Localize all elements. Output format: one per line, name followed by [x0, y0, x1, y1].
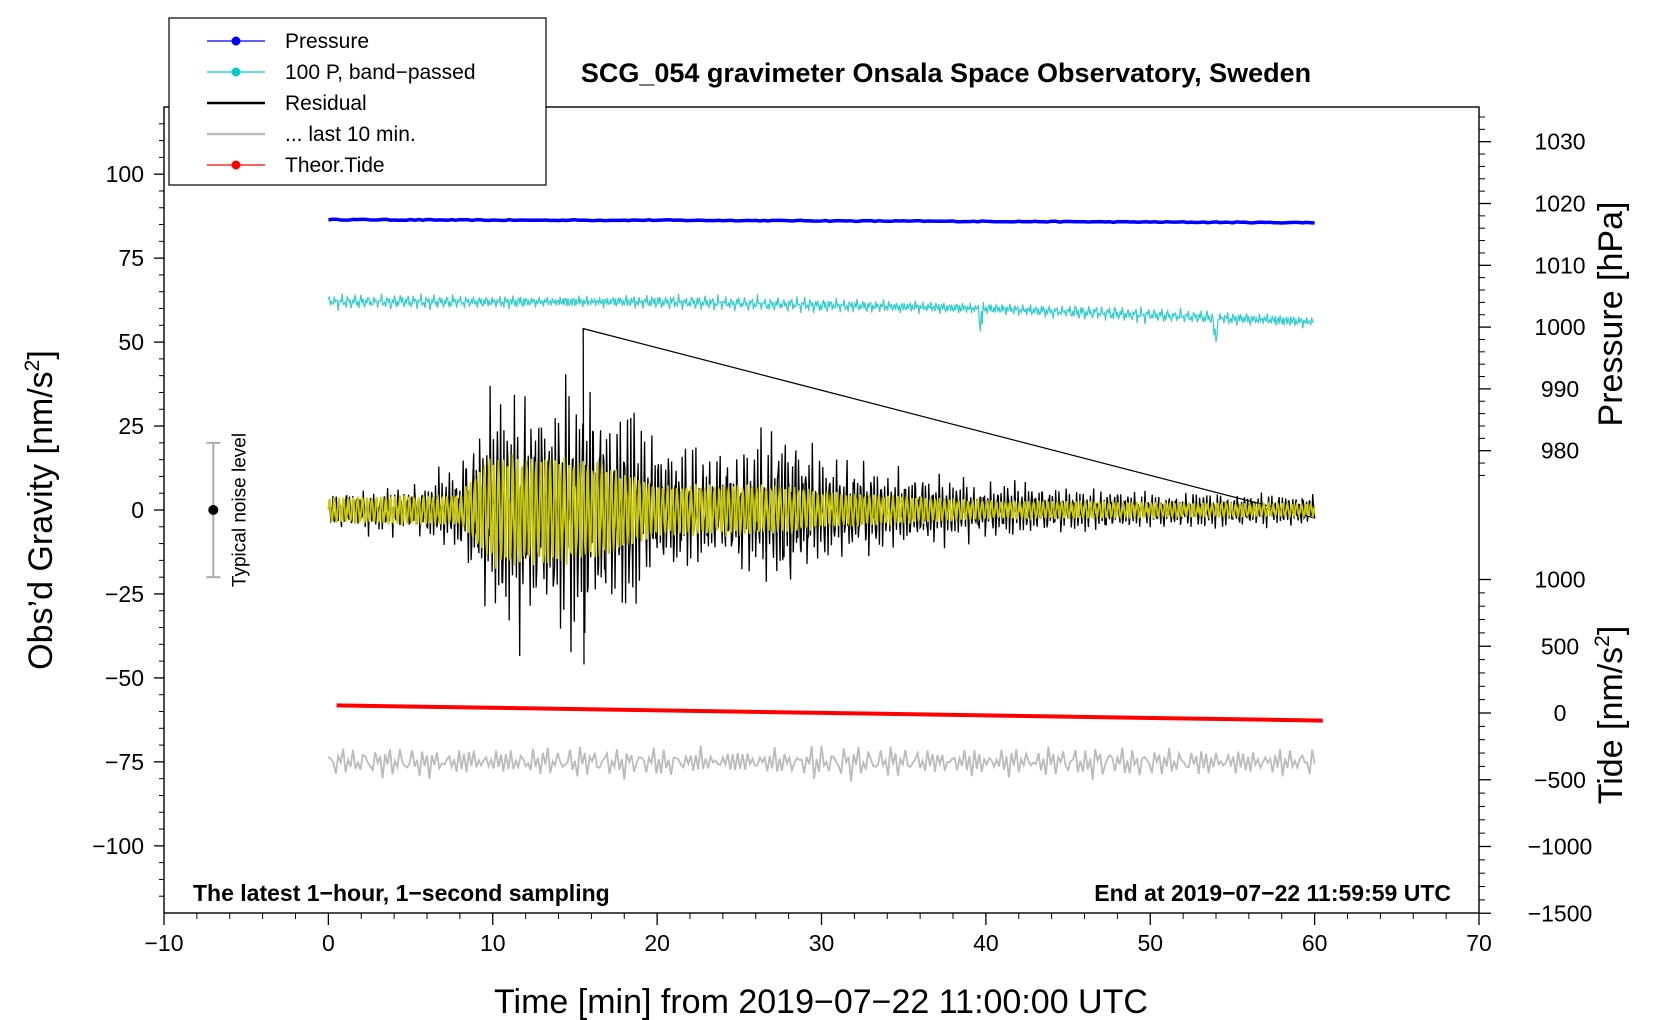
plot-area: −10 0 10 20 30 40 50 60 701007550250−25−50−75−10…: [92, 106, 1593, 956]
y-left-title-text: Obs’d Gravity [nm/s: [22, 371, 60, 670]
legend: Pressure 100 P, band−passed Residual ... la…: [168, 17, 547, 186]
y-left-title-close: ]: [22, 350, 60, 359]
legend-marker: [231, 67, 241, 77]
y-axis-left-title: Obs’d Gravity [nm/s2]: [21, 350, 60, 670]
legend-label: ... last 10 min.: [285, 123, 416, 146]
bandpassed-pressure-series: [327, 293, 1315, 343]
x-tick-label: 0: [322, 930, 335, 956]
annotation-left: The latest 1−hour, 1−second sampling: [193, 880, 610, 906]
tide-tick-label: −1000: [1528, 834, 1593, 860]
pressure-series: [328, 217, 1315, 225]
pressure-tick-label: 1030: [1534, 129, 1585, 155]
y-axis-tide-title: Tide [nm/s2]: [1591, 626, 1630, 805]
x-tick-label: 30: [809, 930, 835, 956]
annotation-right: End at 2019−07−22 11:59:59 UTC: [1094, 880, 1451, 906]
pressure-tick-label: 990: [1541, 376, 1579, 402]
chart-title: SCG_054 gravimeter Onsala Space Observat…: [581, 58, 1311, 88]
noise-level-label: Typical noise level: [229, 433, 250, 587]
last-10-min-series: [327, 745, 1316, 782]
y-axis-pressure-title: Pressure [hPa]: [1592, 202, 1630, 427]
x-tick-label: 50: [1137, 930, 1163, 956]
tide-title-close: ]: [1592, 626, 1630, 635]
x-axis-title: Time [min] from 2019−07−22 11:00:00 UTC: [494, 983, 1148, 1020]
pressure-tick-label: 1010: [1534, 252, 1585, 278]
pressure-tick-label: 1020: [1534, 191, 1585, 217]
legend-label: Theor.Tide: [285, 154, 385, 177]
tide-title-sup: 2: [1591, 635, 1614, 647]
legend-marker: [231, 160, 241, 170]
x-tick-label: 40: [973, 930, 999, 956]
y-left-tick-label: 50: [118, 329, 144, 355]
tide-tick-label: 1000: [1534, 567, 1585, 593]
series-layer: [327, 217, 1323, 782]
tide-tick-label: 0: [1554, 700, 1567, 726]
x-tick-label: 20: [644, 930, 670, 956]
legend-label: 100 P, band−passed: [285, 61, 476, 84]
legend-label: Residual: [285, 92, 367, 115]
y-left-title-sup: 2: [21, 360, 44, 372]
x-tick-label: 10: [480, 930, 506, 956]
y-left-tick-label: −25: [105, 581, 144, 607]
x-tick-label: 70: [1466, 930, 1492, 956]
tide-tick-label: −500: [1534, 767, 1586, 793]
legend-marker: [231, 36, 241, 46]
legend-label: Pressure: [285, 30, 369, 53]
filtered-residual-series: [327, 453, 1316, 569]
y-left-tick-label: 75: [118, 245, 144, 271]
tide-tick-label: −1500: [1528, 900, 1593, 926]
y-left-tick-label: 0: [131, 497, 144, 523]
y-left-tick-label: 25: [118, 413, 144, 439]
noise-bar-dot: [208, 505, 219, 515]
y-left-tick-label: −75: [105, 749, 144, 775]
pressure-tick-label: 980: [1541, 438, 1579, 464]
x-tick-label: 60: [1302, 930, 1328, 956]
theoretical-tide-series: [336, 703, 1323, 723]
pressure-tick-label: 1000: [1534, 314, 1585, 340]
axis-layer: −10 0 10 20 30 40 50 60 701007550250−25−50−75−10…: [92, 116, 1593, 956]
x-tick-label: −10: [144, 930, 183, 956]
tide-title-text: Tide [nm/s: [1592, 647, 1630, 804]
noise-level-indicator: Typical noise level: [206, 433, 250, 587]
y-left-tick-label: −100: [92, 833, 144, 859]
legend-box: [168, 17, 547, 186]
tide-tick-label: 500: [1541, 633, 1579, 659]
y-left-tick-label: −50: [105, 665, 144, 691]
y-left-tick-label: 100: [106, 161, 144, 187]
